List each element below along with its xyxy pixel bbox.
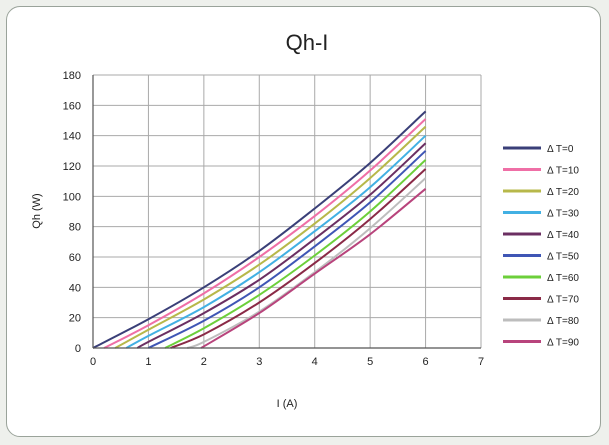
legend-label: Δ T=40 <box>547 230 579 241</box>
x-tick-label: 2 <box>201 356 207 368</box>
y-tick-label: 80 <box>69 222 81 234</box>
chart-title: Qh-I <box>286 30 329 55</box>
series-line <box>125 134 427 349</box>
legend: Δ T=0 Δ T=10 Δ T=20 Δ T=30 Δ T=40 Δ T=50 Δ T=6… <box>503 144 579 349</box>
x-axis-label: I (A) <box>277 398 298 410</box>
x-tick-label: 5 <box>367 356 373 368</box>
x-tick-label: 6 <box>423 356 429 368</box>
y-tick-label: 60 <box>69 252 81 264</box>
x-tick-label: 4 <box>312 356 318 368</box>
legend-label: Δ T=50 <box>547 252 579 263</box>
x-tick-label: 0 <box>90 356 96 368</box>
legend-label: Δ T=90 <box>547 338 579 349</box>
series-layer <box>92 110 427 349</box>
series-line <box>186 177 427 349</box>
y-axis-label: Qh (W) <box>31 193 43 228</box>
y-tick-label: 40 <box>69 282 81 294</box>
legend-label: Δ T=20 <box>547 187 579 198</box>
y-tick-label: 140 <box>63 131 81 143</box>
axes: 0 1 2 3 4 5 6 7 0 20 40 60 80 100 120 140 160 180 <box>63 70 484 368</box>
series-line <box>147 150 427 349</box>
legend-label: Δ T=60 <box>547 273 579 284</box>
series-line <box>103 118 427 349</box>
x-tick-label: 3 <box>256 356 262 368</box>
x-tick-label: 7 <box>478 356 484 368</box>
y-tick-label: 160 <box>63 100 81 112</box>
series-line <box>92 110 427 349</box>
series-line <box>164 159 427 349</box>
x-tick-label: 1 <box>145 356 151 368</box>
legend-label: Δ T=30 <box>547 209 579 220</box>
series-line <box>200 188 427 349</box>
grid <box>92 74 482 349</box>
y-tick-label: 100 <box>63 191 81 203</box>
chart-frame <box>6 6 601 437</box>
y-tick-label: 120 <box>63 161 81 173</box>
series-line <box>136 142 427 349</box>
y-tick-label: 0 <box>75 343 81 355</box>
legend-label: Δ T=70 <box>547 295 579 306</box>
y-tick-label: 180 <box>63 70 81 82</box>
legend-label: Δ T=10 <box>547 166 579 177</box>
legend-label: Δ T=80 <box>547 316 579 327</box>
series-line <box>114 125 427 349</box>
y-tick-label: 20 <box>69 313 81 325</box>
series-line <box>170 168 427 349</box>
legend-label: Δ T=0 <box>547 144 574 155</box>
